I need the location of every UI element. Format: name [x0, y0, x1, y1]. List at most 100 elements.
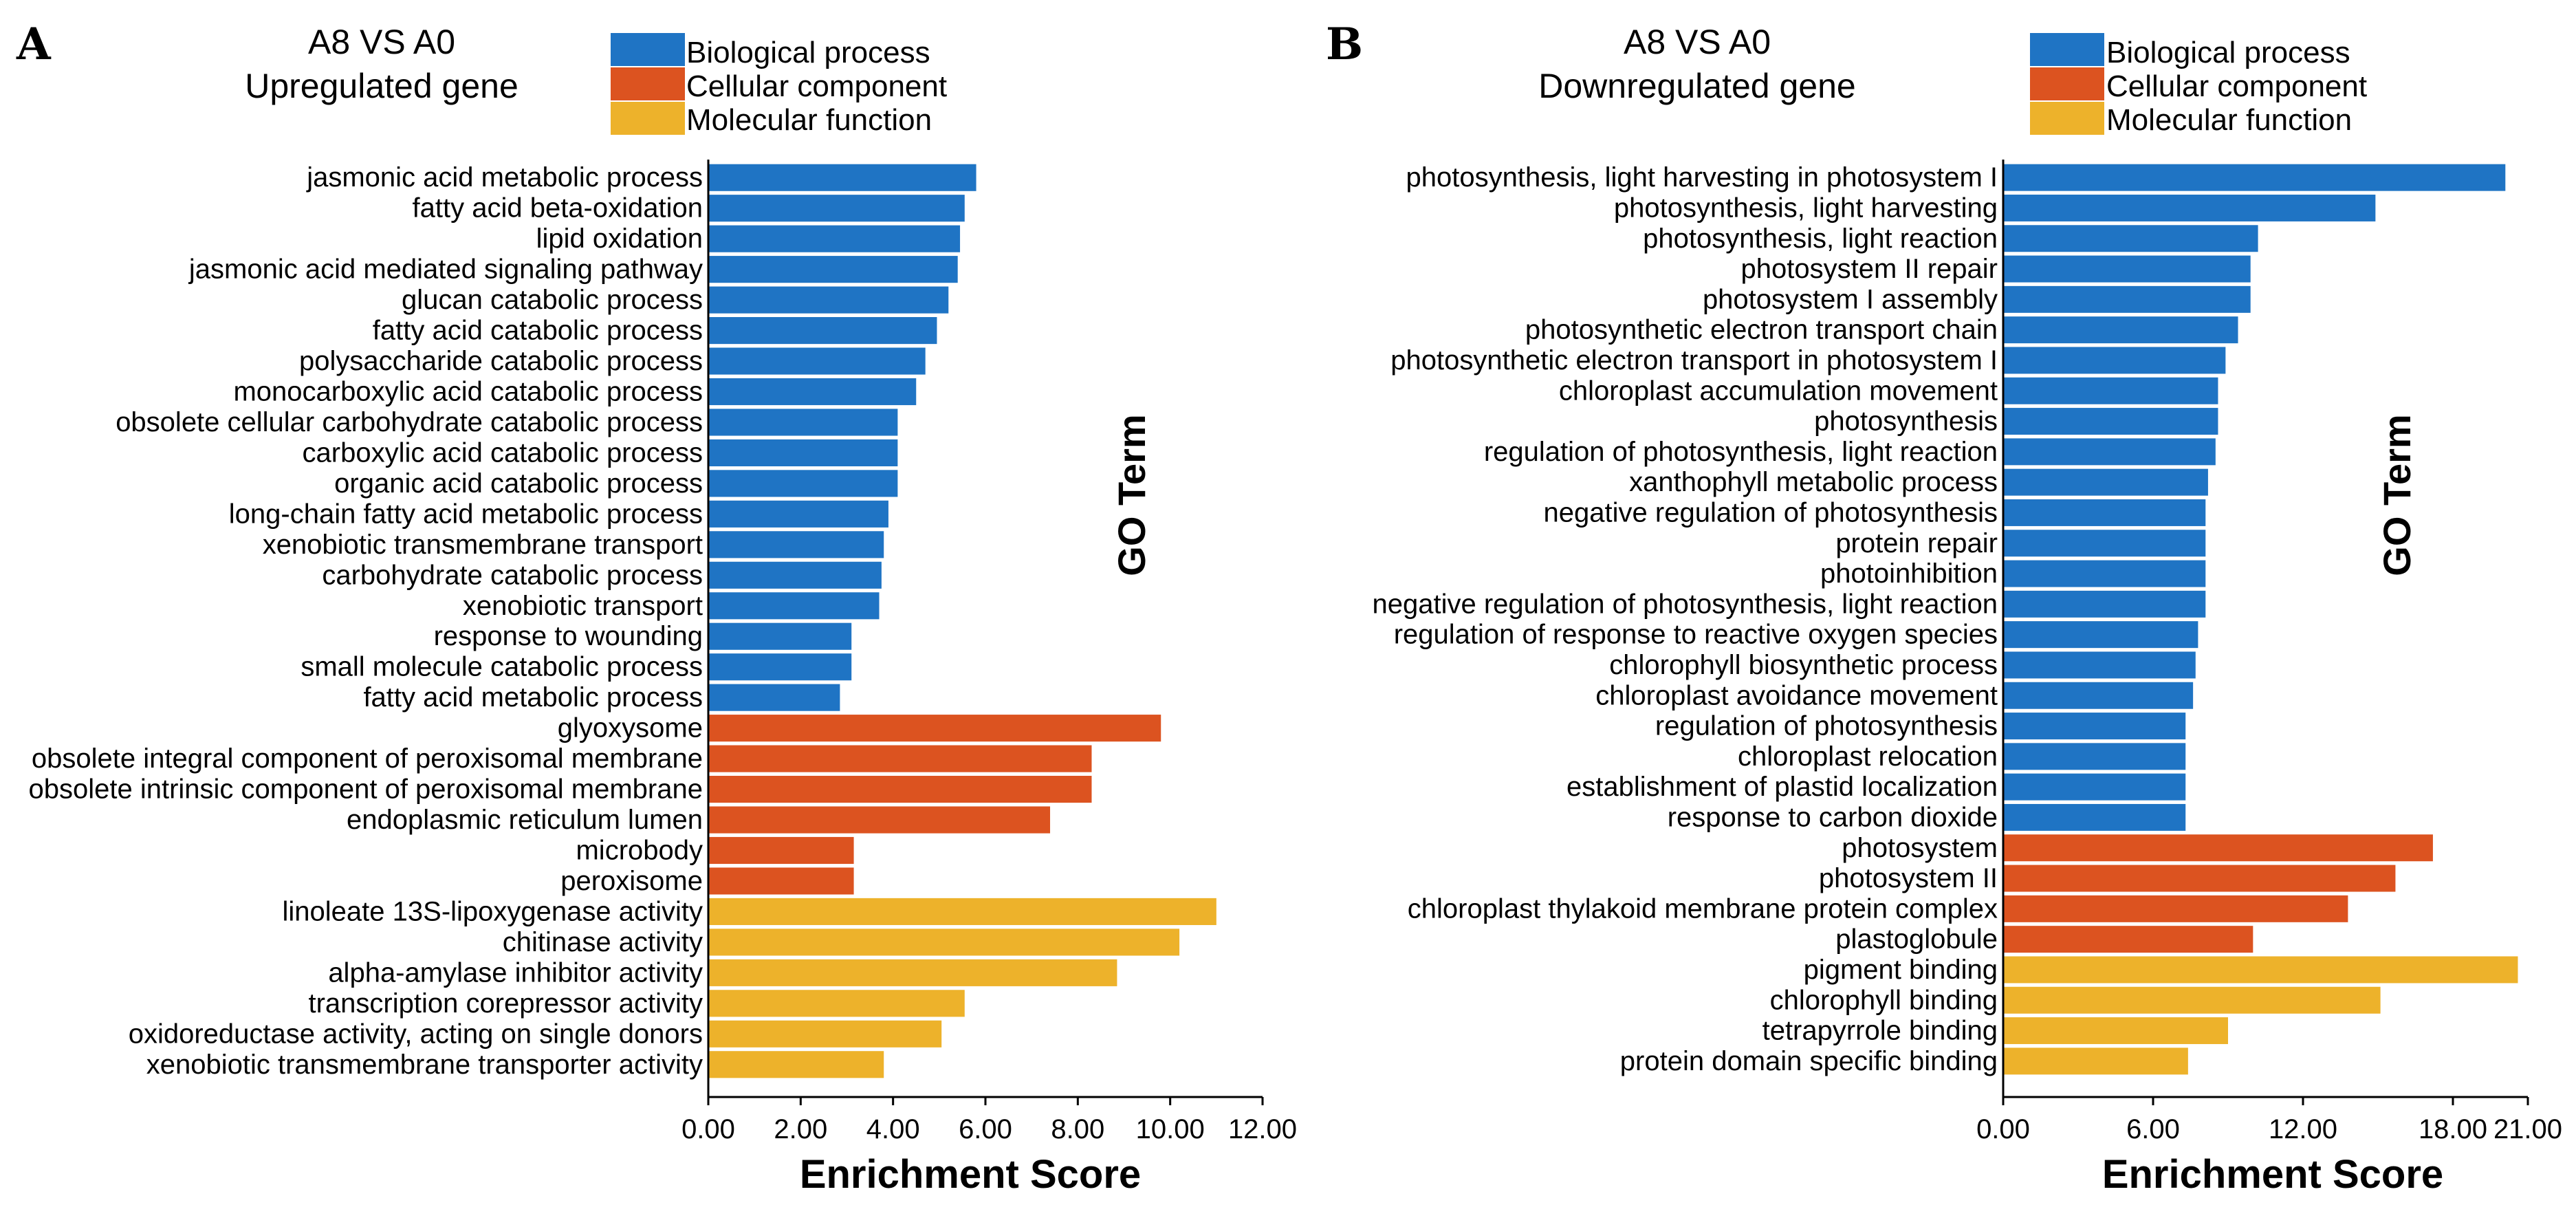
panel-a-category-label: obsolete integral component of peroxisom… [32, 743, 703, 774]
panel-a-legend-label-molecular: Molecular function [686, 103, 932, 137]
panel-a-bar-16 [708, 622, 852, 650]
panel-b-category-label: chloroplast relocation [1738, 741, 1998, 772]
panel-a-bar-27 [708, 959, 1117, 986]
panel-b-legend: Biological process Cellular component Mo… [2030, 33, 2367, 137]
panel-a-category-label: organic acid catabolic process [334, 468, 703, 499]
panel-b-bar-5 [2003, 285, 2251, 313]
panel-a-x-tick-label: 10.00 [1136, 1114, 1205, 1144]
panel-a-bar-9 [708, 409, 898, 436]
panel-a: A A8 VS A0 Upregulated gene Biological p… [16, 19, 1297, 1197]
panel-a-bar-28 [708, 990, 965, 1017]
panel-b-bar-18 [2003, 682, 2194, 709]
panel-b-category-label: photosynthesis, light reaction [1643, 224, 1998, 254]
panel-a-bar-24 [708, 867, 854, 895]
panel-b-bar-10 [2003, 438, 2216, 466]
panel-a-bar-20 [708, 745, 1092, 772]
panel-a-bar-17 [708, 653, 852, 681]
panel-b-category-label: photosystem I assembly [1703, 284, 1998, 314]
panel-b-bar-24 [2003, 865, 2396, 892]
panel-b-bar-15 [2003, 590, 2206, 618]
panel-b-category-label: xanthophyll metabolic process [1629, 467, 1998, 497]
panel-b-category-label: photosystem II [1819, 863, 1998, 893]
panel-a-legend-swatch-cellular [611, 67, 685, 100]
panel-a-category-label: alpha-amylase inhibitor activity [328, 957, 703, 988]
panel-b-legend-label-molecular: Molecular function [2106, 103, 2352, 137]
panel-a-title-line2: Upregulated gene [245, 67, 519, 105]
panel-b-category-label: response to carbon dioxide [1668, 802, 1998, 832]
panel-b-legend-label-biological: Biological process [2106, 36, 2350, 69]
panel-b-category-label: protein domain specific binding [1620, 1046, 1998, 1076]
panel-a-x-tick-label: 0.00 [681, 1114, 735, 1144]
panel-a-category-label: oxidoreductase activity, acting on singl… [129, 1019, 703, 1049]
panel-a-category-label: polysaccharide catabolic process [299, 346, 703, 376]
panel-b-plot: photosynthesis, light harvesting in phot… [1373, 160, 2562, 1144]
panel-b-bar-6 [2003, 316, 2238, 344]
panel-a-category-label: monocarboxylic acid catabolic process [233, 377, 703, 407]
panel-b: B A8 VS A0 Downregulated gene Biological… [1326, 19, 2562, 1197]
panel-a-x-tick-label: 2.00 [774, 1114, 827, 1144]
panel-a-bar-14 [708, 561, 882, 589]
panel-a-bar-11 [708, 470, 898, 497]
panel-b-x-tick-label: 12.00 [2269, 1114, 2337, 1144]
panel-a-legend: Biological process Cellular component Mo… [611, 33, 947, 137]
panel-a-category-label: peroxisome [560, 866, 703, 896]
panel-b-bar-27 [2003, 956, 2518, 984]
panel-b-x-tick-label: 6.00 [2126, 1114, 2180, 1144]
panel-b-bar-3 [2003, 225, 2258, 252]
panel-b-bar-12 [2003, 499, 2206, 526]
panel-b-category-label: photosynthesis [1814, 406, 1998, 437]
panel-b-bar-9 [2003, 408, 2218, 435]
panel-b-category-label: photosynthetic electron transport in pho… [1390, 345, 1998, 376]
panel-b-bar-13 [2003, 530, 2206, 557]
panel-a-bar-3 [708, 225, 961, 252]
panel-b-bar-29 [2003, 1017, 2228, 1045]
panel-b-category-label: tetrapyrrole binding [1762, 1016, 1998, 1046]
panel-a-title-line1: A8 VS A0 [308, 23, 455, 61]
panel-a-bar-22 [708, 806, 1051, 834]
panel-b-category-label: regulation of photosynthesis [1655, 711, 1998, 741]
panel-a-x-tick-label: 4.00 [866, 1114, 920, 1144]
panel-a-category-label: carboxylic acid catabolic process [303, 437, 703, 468]
panel-b-bar-22 [2003, 803, 2186, 831]
panel-a-bar-8 [708, 378, 917, 406]
panel-a-category-label: glyoxysome [558, 713, 703, 743]
panel-a-category-label: carbohydrate catabolic process [322, 560, 703, 590]
panel-b-category-label: chloroplast accumulation movement [1559, 376, 1998, 406]
panel-a-category-label: response to wounding [434, 621, 703, 651]
panel-b-bar-11 [2003, 468, 2208, 496]
panel-b-category-label: chlorophyll binding [1770, 985, 1998, 1015]
panel-b-x-axis-label: Enrichment Score [2102, 1152, 2443, 1197]
panel-a-bar-1 [708, 164, 976, 191]
panel-a-legend-swatch-biological [611, 33, 685, 66]
panel-a-bar-2 [708, 195, 965, 222]
panel-a-x-tick-label: 8.00 [1051, 1114, 1104, 1144]
panel-b-title-line2: Downregulated gene [1538, 67, 1855, 105]
panel-b-bar-23 [2003, 834, 2433, 862]
panel-b-category-label: chloroplast thylakoid membrane protein c… [1408, 893, 1998, 924]
panel-a-category-label: lipid oxidation [536, 224, 703, 254]
panel-b-legend-swatch-cellular [2030, 67, 2104, 100]
panel-b-bar-16 [2003, 621, 2198, 649]
panel-a-x-tick-label: 12.00 [1228, 1114, 1297, 1144]
panel-a-bar-30 [708, 1051, 884, 1078]
panel-b-category-label: negative regulation of photosynthesis, l… [1373, 589, 1998, 619]
panel-b-bar-19 [2003, 713, 2186, 740]
panel-b-category-label: pigment binding [1804, 955, 1998, 985]
panel-a-category-label: fatty acid metabolic process [363, 682, 703, 713]
panel-a-bar-13 [708, 531, 884, 558]
panel-letter-a: A [16, 19, 52, 70]
panel-a-x-axis-label: Enrichment Score [800, 1152, 1141, 1197]
panel-a-category-label: chitinase activity [503, 927, 703, 957]
panel-a-category-label: long-chain fatty acid metabolic process [229, 499, 703, 529]
panel-b-category-label: photoinhibition [1820, 558, 1998, 589]
panel-b-x-tick-label: 0.00 [1976, 1114, 2030, 1144]
panel-a-bar-25 [708, 898, 1216, 925]
panel-b-category-label: regulation of response to reactive oxyge… [1394, 620, 1998, 650]
panel-b-bar-25 [2003, 895, 2348, 922]
panel-b-category-label: establishment of plastid localization [1567, 772, 1998, 802]
panel-a-category-label: jasmonic acid mediated signaling pathway [188, 254, 703, 285]
panel-a-category-label: small molecule catabolic process [301, 652, 703, 682]
panel-a-bar-29 [708, 1020, 942, 1047]
panel-b-category-label: chlorophyll biosynthetic process [1609, 650, 1998, 680]
panel-a-category-label: linoleate 13S-lipoxygenase activity [283, 896, 703, 926]
